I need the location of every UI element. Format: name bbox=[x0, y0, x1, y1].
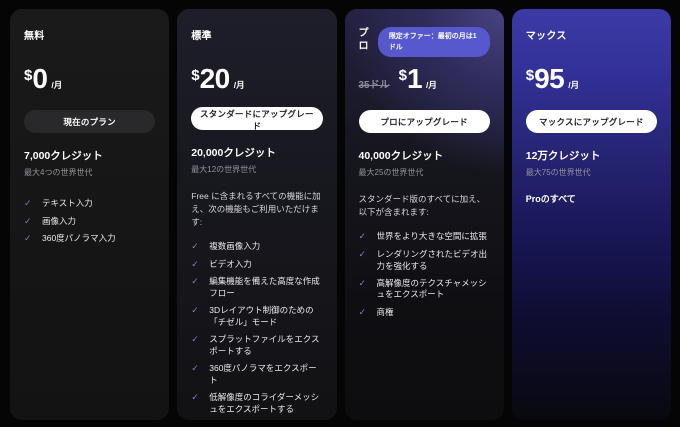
check-icon: ✓ bbox=[358, 306, 367, 317]
credits-amount: 40,000クレジット bbox=[358, 150, 444, 162]
feature-label: スプラットファイルをエクスポートする bbox=[209, 334, 320, 356]
feature-label: 編集機能を備えた高度な作成フロー bbox=[209, 276, 320, 298]
feature-item: ✓ テキスト入力 bbox=[24, 198, 155, 210]
price-period: /月 bbox=[51, 80, 63, 90]
feature-label: テキスト入力 bbox=[42, 198, 93, 208]
feature-item: ✓ 複数画像入力 bbox=[191, 241, 322, 253]
plan-name: マックス bbox=[525, 31, 567, 42]
plan-card-3: マックス $ 95 /月 マックスにアップグレード 12万クレジット 最大75の… bbox=[511, 9, 671, 420]
feature-item: ✓ 商権 bbox=[359, 307, 490, 319]
price-currency: $ bbox=[191, 67, 200, 84]
price-amount: 0 bbox=[32, 63, 48, 94]
feature-item: ✓ 編集機能を備えた高度な作成フロー bbox=[191, 276, 322, 299]
price-amount: 95 bbox=[534, 63, 565, 94]
check-icon: ✓ bbox=[24, 233, 32, 244]
feature-item: ✓ 360度パノラマをエクスポート bbox=[191, 363, 322, 386]
features-intro: Free に含まれるすべての機能に加え、次の機能もご利用いただけます: bbox=[191, 190, 321, 227]
feature-item: ✓ スプラットファイルをエクスポートする bbox=[191, 334, 322, 357]
feature-item: ✓ 高解像度のテクスチャメッシュをエクスポート bbox=[359, 278, 490, 301]
feature-label: 世界をより大きな空間に拡張 bbox=[376, 231, 487, 242]
check-icon: ✓ bbox=[191, 305, 199, 316]
feature-item: ✓ 世界をより大きな空間に拡張 bbox=[359, 231, 490, 243]
features-intro: Proのすべて bbox=[525, 194, 576, 204]
feature-item: ✓ レンダリングされたビデオ出力を強化する bbox=[359, 249, 490, 272]
feature-label: 画像入力 bbox=[42, 215, 77, 226]
feature-label: 360度パノラマ入力 bbox=[42, 233, 116, 244]
plan-header: マックス bbox=[526, 27, 657, 59]
plan-card-0: 無料 $ 0 /月 現在のプラン 7,000クレジット 最大4つの世界世代 ✓ … bbox=[10, 9, 170, 420]
plan-name: 無料 bbox=[24, 31, 45, 42]
check-icon: ✓ bbox=[191, 363, 199, 374]
feature-item: ✓ 360度パノラマ入力 bbox=[24, 233, 155, 245]
feature-list: ✓ 世界をより大きな空間に拡張 ✓ レンダリングされたビデオ出力を強化する ✓ … bbox=[359, 231, 490, 318]
price-amount: 1 bbox=[406, 63, 423, 94]
feature-label: 複数画像入力 bbox=[209, 241, 261, 252]
limited-offer-badge: 限定オファー：最初の月は1ドル bbox=[377, 27, 490, 58]
check-icon: ✓ bbox=[24, 198, 32, 208]
feature-label: ビデオ入力 bbox=[209, 258, 252, 269]
feature-item: ✓ 低解像度のコライダーメッシュをエクスポートする bbox=[191, 392, 322, 415]
generation-limit: 最大4つの世界世代 bbox=[24, 168, 93, 177]
plan-header: 標準 bbox=[191, 27, 322, 59]
feature-item: ✓ ビデオ入力 bbox=[191, 259, 322, 271]
feature-label: 360度パノラマをエクスポート bbox=[209, 363, 317, 385]
check-icon: ✓ bbox=[24, 215, 32, 226]
plan-header: 無料 bbox=[24, 27, 155, 59]
feature-item: ✓ 3Dレイアウト制御のための「チゼル」モード bbox=[191, 305, 322, 328]
check-icon: ✓ bbox=[191, 334, 199, 345]
plan-header: プロ 限定オファー：最初の月は1ドル bbox=[359, 27, 490, 59]
price-row: $ 95 /月 bbox=[525, 63, 657, 96]
price-period: /月 bbox=[426, 80, 437, 90]
check-icon: ✓ bbox=[358, 277, 367, 288]
price-currency: $ bbox=[398, 67, 407, 84]
features-intro: スタンダード版のすべてに加え、以下が含まれます: bbox=[358, 194, 486, 218]
check-icon: ✓ bbox=[358, 249, 367, 260]
plan-card-2: プロ 限定オファー：最初の月は1ドル 35ドル $ 1 /月 プロにアップグレー… bbox=[345, 9, 504, 420]
price-period: /月 bbox=[568, 80, 580, 90]
check-icon: ✓ bbox=[191, 241, 199, 252]
plan-cta-button[interactable]: マックスにアップグレード bbox=[525, 110, 657, 133]
feature-item: ✓ 画像入力 bbox=[24, 216, 155, 228]
feature-label: 高解像度のテクスチャメッシュをエクスポート bbox=[376, 277, 487, 300]
price-period: /月 bbox=[233, 80, 245, 90]
price-row: $ 20 /月 bbox=[191, 63, 322, 94]
feature-list: ✓ テキスト入力 ✓ 画像入力 ✓ 360度パノラマ入力 bbox=[24, 198, 155, 245]
plan-cta-button[interactable]: スタンダードにアップグレード bbox=[191, 106, 323, 131]
generation-limit: 最大25の世界世代 bbox=[358, 168, 424, 177]
check-icon: ✓ bbox=[191, 258, 199, 269]
feature-label: 低解像度のコライダーメッシュをエクスポートする bbox=[209, 392, 320, 414]
price-currency: $ bbox=[525, 67, 535, 84]
feature-label: 3Dレイアウト制御のための「チゼル」モード bbox=[209, 305, 314, 327]
generation-limit: 最大12の世界世代 bbox=[191, 164, 257, 174]
price-row: 35ドル $ 1 /月 bbox=[358, 63, 490, 96]
plan-cta-button[interactable]: プロにアップグレード bbox=[358, 110, 490, 133]
plan-cta-button[interactable]: 現在のプラン bbox=[24, 110, 156, 133]
price-amount: 20 bbox=[199, 63, 231, 94]
check-icon: ✓ bbox=[191, 276, 199, 287]
price-row: $ 0 /月 bbox=[24, 63, 155, 96]
plan-name: プロ bbox=[358, 28, 369, 52]
old-price: 35ドル bbox=[358, 80, 390, 91]
credits-amount: 7,000クレジット bbox=[24, 150, 103, 162]
plan-card-1: 標準 $ 20 /月 スタンダードにアップグレード 20,000クレジット 最大… bbox=[177, 9, 337, 420]
generation-limit: 最大75の世界世代 bbox=[525, 168, 591, 177]
credits-amount: 20,000クレジット bbox=[191, 146, 276, 159]
check-icon: ✓ bbox=[191, 392, 199, 403]
plan-name: 標準 bbox=[191, 31, 212, 42]
price-currency: $ bbox=[24, 67, 33, 84]
feature-list: ✓ 複数画像入力 ✓ ビデオ入力 ✓ 編集機能を備えた高度な作成フロー ✓ 3D… bbox=[191, 241, 322, 420]
feature-label: レンダリングされたビデオ出力を強化する bbox=[376, 249, 488, 271]
check-icon: ✓ bbox=[358, 231, 367, 242]
feature-label: 商権 bbox=[376, 306, 394, 317]
credits-amount: 12万クレジット bbox=[525, 150, 601, 162]
